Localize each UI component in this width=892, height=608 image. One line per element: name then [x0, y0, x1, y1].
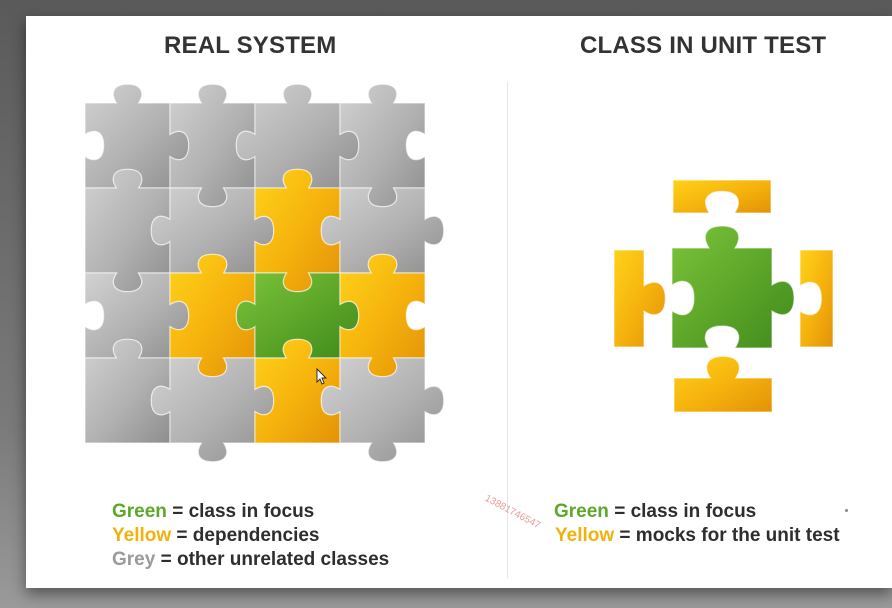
legend-term: Grey [112, 549, 156, 570]
legend-item-yellow: Yellow = mocks for the unit test [555, 524, 840, 548]
legend-term: Green [554, 501, 609, 522]
mock-right-piece [799, 249, 834, 348]
legend-term: Yellow [112, 525, 172, 546]
legend-desc: = class in focus [166, 501, 315, 522]
legend-desc: = dependencies [171, 525, 320, 546]
legend-unit-test: Green = class in focus Yellow = mocks fo… [554, 500, 840, 548]
legend-desc: = class in focus [608, 501, 757, 522]
legend-term: Yellow [555, 525, 615, 546]
unit-test-puzzle [613, 179, 834, 413]
mock-bottom-piece [673, 355, 773, 413]
legend-desc: = other unrelated classes [155, 549, 390, 570]
mock-left-piece [613, 249, 666, 348]
unit-test-title: CLASS IN UNIT TEST [580, 32, 827, 59]
mouse-cursor-icon [316, 367, 328, 385]
legend-item-green: Green = class in focus [112, 500, 389, 524]
legend-item-yellow: Yellow = dependencies [112, 524, 389, 548]
real-system-title: REAL SYSTEM [164, 32, 337, 59]
mock-top-piece [672, 179, 772, 214]
stray-dot [845, 509, 848, 512]
legend-real-system: Green = class in focus Yellow = dependen… [112, 500, 389, 572]
panel-divider [507, 82, 508, 578]
legend-item-grey: Grey = other unrelated classes [112, 548, 389, 572]
legend-term: Green [112, 501, 167, 522]
legend-desc: = mocks for the unit test [614, 525, 840, 546]
puzzle-piece-grey [320, 357, 445, 463]
real-system-puzzle-grid [84, 83, 445, 463]
legend-item-green: Green = class in focus [554, 500, 840, 524]
class-in-focus-piece [671, 225, 795, 349]
